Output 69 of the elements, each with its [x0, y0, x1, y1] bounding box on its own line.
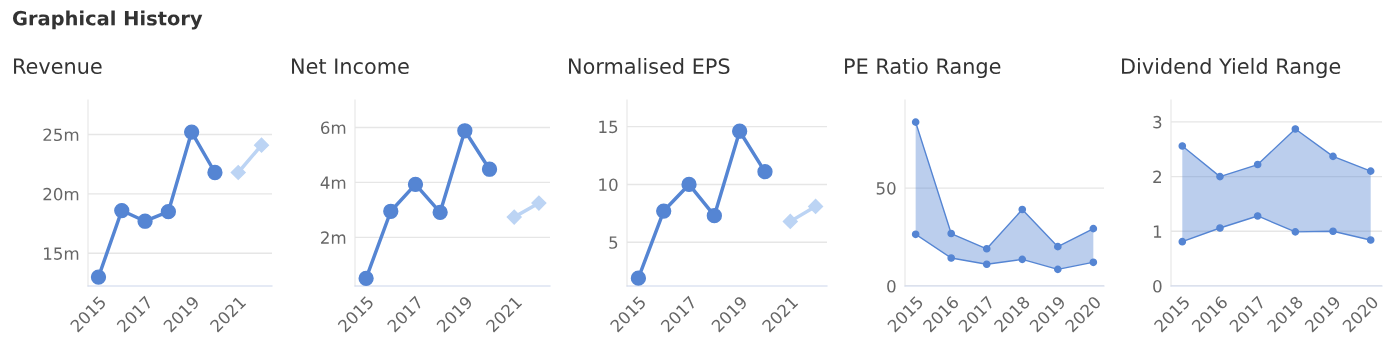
y-tick-label: 15 [599, 120, 618, 134]
point [1366, 236, 1375, 244]
point [531, 195, 547, 211]
point [1178, 237, 1187, 246]
y-tick-label: 4m [320, 176, 346, 189]
y-tick-label: 25m [43, 128, 79, 142]
point [1018, 255, 1027, 264]
point [506, 209, 522, 225]
point [1018, 205, 1027, 214]
point [457, 123, 473, 139]
point [1089, 258, 1098, 267]
point [383, 203, 399, 219]
y-tick-label: 5 [609, 236, 618, 249]
point [982, 260, 991, 269]
chart-title: Revenue [14, 58, 102, 75]
y-tick-label: 10 [599, 178, 618, 192]
point [1178, 142, 1187, 150]
point [1216, 224, 1224, 232]
point [230, 164, 246, 181]
point [1216, 172, 1224, 181]
point [1053, 242, 1062, 251]
point [358, 270, 374, 286]
y-tick-label: 2m [321, 231, 346, 244]
y-tick-label: 50 [876, 182, 896, 195]
y-tick-label: 6m [320, 121, 346, 135]
point [947, 254, 956, 262]
point [656, 203, 672, 219]
point [1053, 265, 1062, 274]
point [1089, 224, 1098, 233]
point [1329, 152, 1337, 161]
point [253, 137, 270, 153]
point [732, 123, 748, 139]
text: Graphical History [12, 10, 203, 30]
point [90, 269, 107, 285]
point [432, 204, 448, 221]
point [782, 213, 798, 230]
chart-title: PE Ratio Range [845, 57, 1001, 79]
point [630, 270, 647, 286]
y-tick-label: 1 [1153, 225, 1162, 238]
y-tick-label: 2 [1153, 170, 1161, 183]
point [137, 213, 153, 229]
point [947, 229, 956, 238]
point [681, 176, 697, 193]
point [808, 198, 824, 214]
y-tick-label: 20m [43, 187, 79, 201]
point [757, 164, 773, 180]
point [1291, 125, 1300, 133]
point [1253, 212, 1262, 220]
y-tick-label: 15m [44, 247, 79, 260]
point [1253, 160, 1262, 169]
point [911, 230, 920, 239]
point [911, 118, 920, 126]
point [160, 204, 176, 220]
y-tick-label: 0 [1153, 279, 1162, 293]
chart-title: Net Income [292, 58, 409, 75]
point [207, 164, 223, 181]
point [184, 124, 200, 140]
chart-title: Dividend Yield Range [1122, 57, 1341, 79]
point [407, 176, 424, 192]
point [982, 244, 991, 253]
point [114, 202, 130, 219]
chart-title: Normalised EPS [569, 57, 730, 75]
point [1366, 167, 1375, 175]
point [481, 161, 498, 177]
point [1329, 227, 1337, 236]
y-tick-label: 0 [887, 279, 896, 293]
point [706, 208, 722, 224]
point [1291, 228, 1300, 236]
y-tick-label: 3 [1153, 115, 1162, 129]
